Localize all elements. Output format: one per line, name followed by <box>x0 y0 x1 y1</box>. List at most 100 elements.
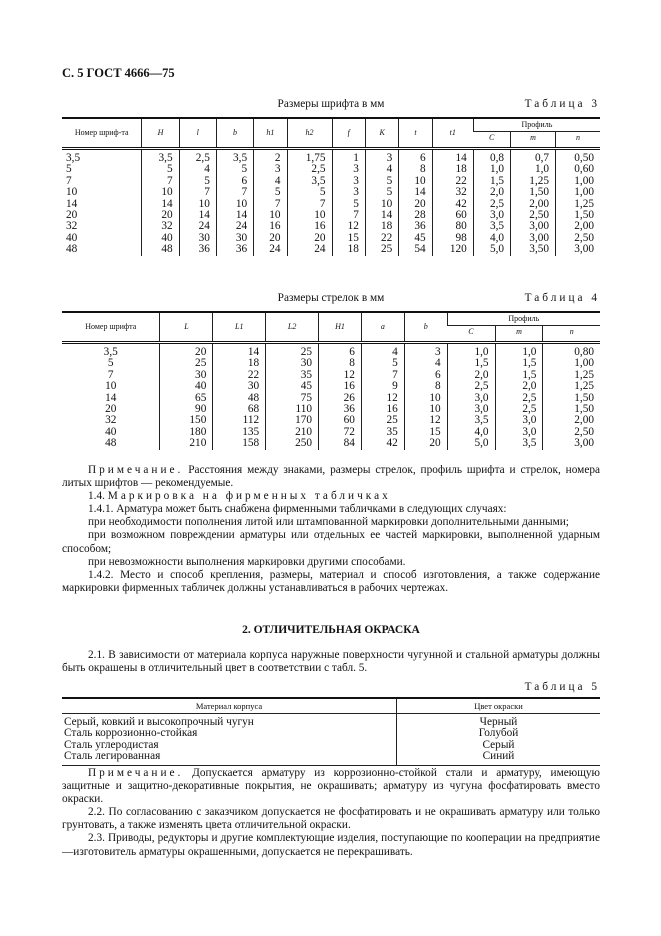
table-cell: 14 <box>178 209 217 222</box>
column-header: H <box>141 118 180 149</box>
table-cell: 20 <box>66 209 78 222</box>
table-cell: 12 <box>360 392 405 405</box>
profile-column-header: n <box>542 325 600 343</box>
table-cell: 84 <box>318 437 362 450</box>
section-1-4-heading: 1.4. Маркировка на фирменных табличках <box>62 490 600 503</box>
table-cell: 18 <box>331 243 366 256</box>
column-header-label: C <box>489 133 495 142</box>
column-header: Цвет окраски <box>396 698 600 714</box>
table-cell: 1,5 <box>472 175 511 188</box>
table-cell: 30 <box>215 232 254 245</box>
column-header: h1 <box>253 118 288 149</box>
table-row: 3,5 3,5 2,5 3,5 2 1,75 1 3 6 14 0,8 0,7 0,50 <box>62 148 600 165</box>
column-header-label: f <box>347 128 350 137</box>
paragraph-2-1-text: 2.1. В зависимости от материала корпуса … <box>62 649 600 675</box>
column-header: a <box>360 312 405 343</box>
profile-header-label: Профиль <box>508 314 540 323</box>
table-cell: 3,0 <box>494 426 543 439</box>
table-cell: 48 <box>66 243 78 256</box>
table-cell: 4 <box>253 175 288 188</box>
table-row: 40 40 30 30 20 20 15 22 45 98 4,0 3,00 2,50 <box>62 232 600 245</box>
table-cell: 14 <box>398 186 433 199</box>
table-row: 48 48 36 36 24 24 18 25 54 120 5,0 3,50 3,00 <box>62 243 600 256</box>
table-cell: 2,5 <box>286 163 333 176</box>
table-cell: 3,0 <box>446 392 496 405</box>
table-cell: 5 <box>360 357 405 370</box>
table-cell: 10 <box>253 209 288 222</box>
column-header-label: n <box>576 133 581 142</box>
table-row: 7 7 5 6 4 3,5 3 5 10 22 1,5 1,25 1,00 <box>62 174 600 188</box>
table-cell: 2,5 <box>494 392 543 405</box>
column-header-label: Номер шриф-та <box>74 128 129 137</box>
table5: Материал корпуса Цвет окраски Серый, ковки… <box>62 697 600 766</box>
column-header-label: t <box>414 128 417 137</box>
table-cell: 25 <box>159 357 213 370</box>
table-cell: 2,0 <box>446 369 496 382</box>
table-cell: 1,50 <box>542 392 600 405</box>
table-cell: 3,5 <box>446 415 496 427</box>
table-cell: 5 <box>178 175 217 188</box>
section-1-4-title: Маркировка на фирменных табличках <box>107 490 391 503</box>
table-cell: 1,00 <box>555 175 600 188</box>
table-cell: 135 <box>212 426 266 439</box>
table-cell: 150 <box>159 415 213 427</box>
table-cell: 12 <box>403 415 448 427</box>
column-header-label: h1 <box>266 128 275 137</box>
table-cell: 3 <box>403 342 448 359</box>
table-cell: 24 <box>286 243 333 256</box>
table-cell: 7 <box>178 186 217 199</box>
table-body: 3,5 3,5 2,5 3,5 2 1,75 1 3 6 14 0,8 0,7 0,50 5 5 4 5 3 2,5… <box>62 148 600 256</box>
profile-header: Профиль <box>472 118 600 132</box>
profile-column-header: n <box>555 131 600 149</box>
table-cell: 6 <box>215 175 254 188</box>
table-cell: 14 <box>66 197 78 210</box>
table-cell: 26 <box>318 392 362 405</box>
header-row: Материал корпуса Цвет окраски <box>62 698 600 714</box>
table-cell: 110 <box>265 403 319 416</box>
table-cell: 1,00 <box>555 186 600 199</box>
table-cell: 5 <box>141 163 180 176</box>
table-cell: 210 <box>265 426 319 439</box>
table-row: 3,5 20 14 25 6 4 3 1,0 1,0 0,80 <box>62 342 600 359</box>
table-cell: 14 <box>364 209 399 222</box>
table-row: 48 210 158 250 84 42 20 5,0 3,5 3,00 <box>62 437 600 450</box>
table-cell: 18 <box>364 221 399 233</box>
table-row: Серый, ковкий и высокопрочный чугун Черны… <box>62 713 600 729</box>
table-cell: 48 <box>105 437 117 450</box>
table-cell: 36 <box>178 243 217 256</box>
column-header: t1 <box>431 118 474 149</box>
table-row: 20 20 14 14 10 10 7 14 28 60 3,0 2,50 1,50 <box>62 209 600 222</box>
table-cell: 6 <box>403 369 448 382</box>
color-cell: Голубой <box>396 728 600 740</box>
table-cell: 2,0 <box>472 186 511 199</box>
column-header-label: m <box>530 133 536 142</box>
table-cell: 7 <box>141 175 180 188</box>
table-cell: 7 <box>66 174 72 187</box>
column-header-first: Номер шриф-та <box>62 118 142 149</box>
note-2-label: Примечание. <box>88 767 184 779</box>
material-cell: Сталь углеродистая <box>64 738 159 751</box>
table-cell: 0,50 <box>555 148 600 165</box>
table-cell: 10 <box>141 186 180 199</box>
column-header: l <box>178 118 217 149</box>
table-cell: 3 <box>364 148 399 165</box>
table-row: 14 14 10 10 7 7 5 10 20 42 2,5 2,00 1,25 <box>62 197 600 211</box>
table-cell: 20 <box>403 437 448 450</box>
table-cell: 22 <box>364 232 399 245</box>
column-header-first: Номер шрифта <box>62 312 160 343</box>
profile-column-header: m <box>494 325 543 343</box>
table-cell: 36 <box>398 221 433 233</box>
table-cell: 16 <box>286 221 333 233</box>
table-cell: 3 <box>331 175 366 188</box>
header-row: Номер шрифта L L1 L2 H1 a b Профиль <box>62 312 600 343</box>
table-cell: 3,5 <box>494 437 543 450</box>
body-text-2: Примечание. Допускается арматуру из корр… <box>62 767 600 859</box>
table-cell: 2,00 <box>555 221 600 233</box>
table3-caption-row: Размеры шрифта в мм Таблица 3 <box>62 98 600 112</box>
